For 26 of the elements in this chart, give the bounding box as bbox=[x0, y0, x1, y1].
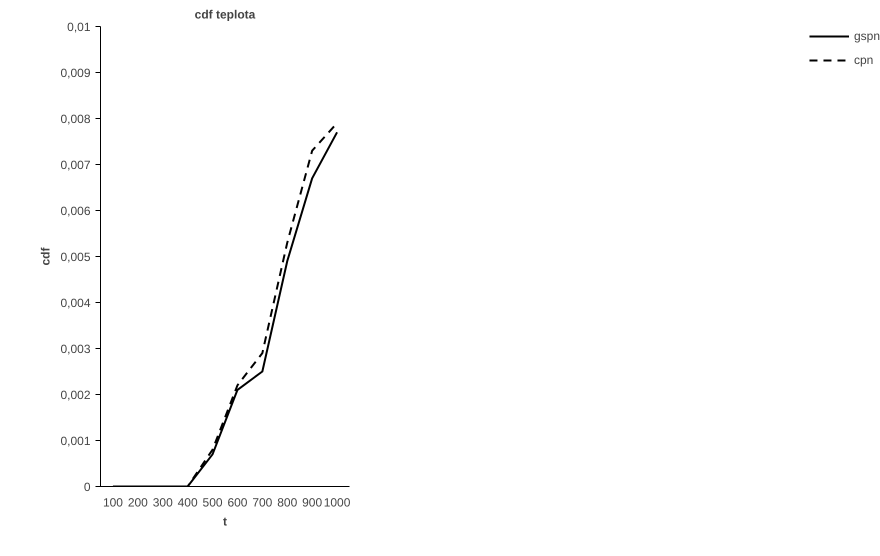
legend-label: gspn bbox=[854, 29, 880, 43]
x-axis-title: t bbox=[223, 514, 227, 528]
y-tick-label: 0,007 bbox=[60, 158, 91, 172]
x-tick-label: 200 bbox=[128, 496, 148, 510]
x-tick-label: 600 bbox=[227, 496, 248, 510]
chart-title: cdf teplota bbox=[194, 8, 256, 22]
y-tick-label: 0 bbox=[84, 480, 91, 494]
x-tick-label: 700 bbox=[252, 496, 273, 510]
legend-label: cpn bbox=[854, 53, 874, 67]
x-tick-label: 900 bbox=[302, 496, 322, 510]
x-tick-label: 1000 bbox=[324, 496, 351, 510]
y-axis-title: cdf bbox=[38, 246, 52, 266]
y-tick-label: 0,002 bbox=[60, 388, 91, 402]
x-tick-label: 400 bbox=[178, 496, 198, 510]
y-tick-label: 0,001 bbox=[60, 434, 91, 448]
y-tick-label: 0,006 bbox=[60, 204, 91, 218]
y-tick-label: 0,003 bbox=[60, 342, 91, 356]
y-tick-label: 0,009 bbox=[60, 66, 91, 80]
x-tick-label: 100 bbox=[102, 496, 124, 510]
y-tick-label: 0,004 bbox=[60, 296, 91, 310]
x-tick-label: 500 bbox=[202, 496, 223, 510]
x-tick-label: 800 bbox=[277, 496, 298, 510]
y-tick-label: 0,005 bbox=[60, 250, 91, 264]
x-tick-label: 300 bbox=[152, 496, 174, 510]
y-tick-label: 0,008 bbox=[60, 112, 91, 126]
y-tick-label: 0,01 bbox=[67, 20, 91, 34]
